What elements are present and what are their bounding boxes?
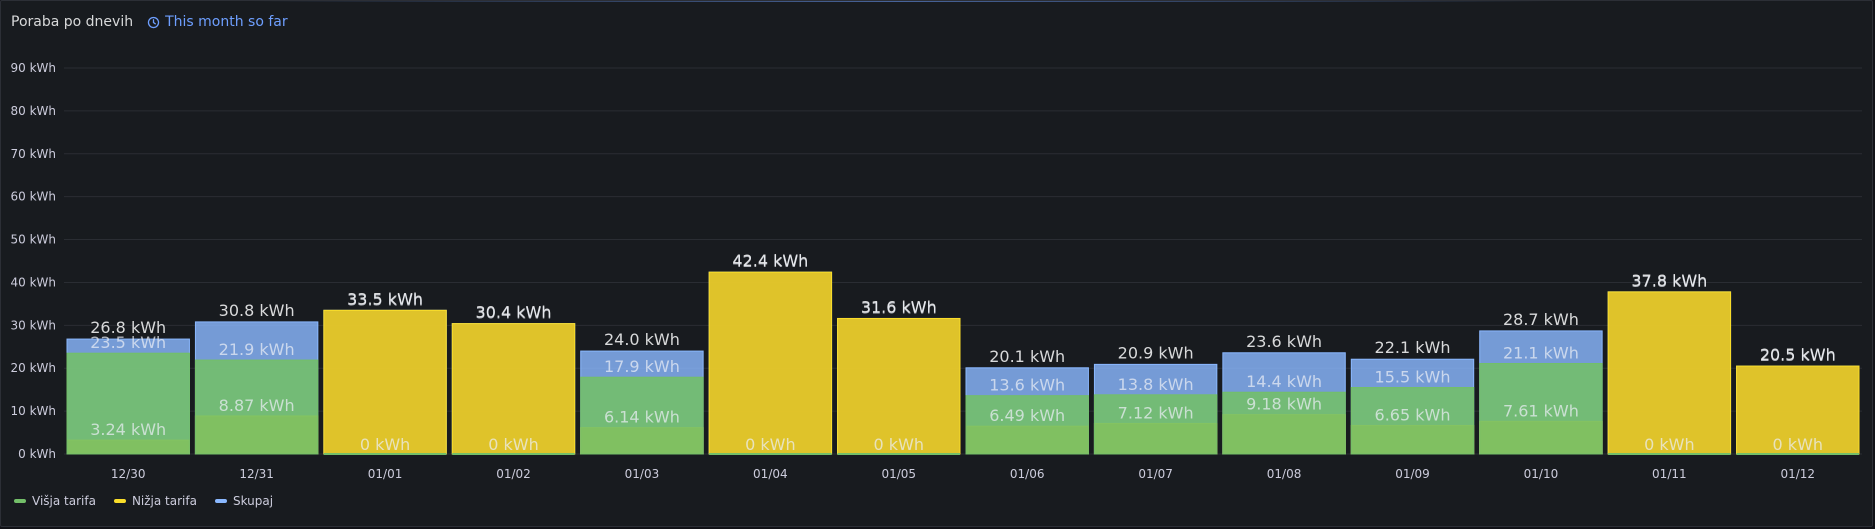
data-label-skupaj: 23.6 kWh xyxy=(1246,332,1322,351)
data-label-skupaj: 30.8 kWh xyxy=(219,301,295,320)
x-tick-label: 01/11 xyxy=(1652,467,1687,481)
bar-visja xyxy=(1350,387,1475,455)
data-label-visja: 0 kWh xyxy=(1773,435,1824,454)
bar-nizja xyxy=(708,271,833,455)
y-tick-label: 0 kWh xyxy=(18,447,56,461)
panel-title[interactable]: Poraba po dnevih xyxy=(11,14,134,30)
data-label-visja: 14.4 kWh xyxy=(1246,372,1322,391)
legend-item-nizja-tarifa[interactable]: Nižja tarifa xyxy=(113,494,197,508)
bar-visja xyxy=(194,359,319,455)
data-label-skupaj: 42.4 kWh xyxy=(732,251,808,270)
data-label-nizja: 6.65 kWh xyxy=(1375,405,1451,424)
x-tick-label: 01/05 xyxy=(881,467,916,481)
bar-nizja xyxy=(1736,365,1860,455)
y-tick-label: 20 kWh xyxy=(10,361,56,375)
bar-nizja xyxy=(323,309,447,455)
data-label-nizja: 9.18 kWh xyxy=(1246,395,1322,414)
x-tick-label: 12/31 xyxy=(239,467,274,481)
legend-label-skupaj: Skupaj xyxy=(232,494,274,508)
bar-visja xyxy=(66,352,190,455)
x-tick-label: 01/07 xyxy=(1138,467,1173,481)
data-label-nizja: 20.5 kWh xyxy=(1760,346,1836,365)
y-tick-label: 40 kWh xyxy=(10,275,56,289)
data-label-nizja: 30.4 kWh xyxy=(476,304,552,323)
legend-swatch-nizja xyxy=(113,499,126,503)
data-label-nizja: 7.12 kWh xyxy=(1118,403,1194,422)
data-label-skupaj: 30.4 kWh xyxy=(476,303,552,322)
panel-loading-line xyxy=(251,1,1551,2)
data-label-skupaj: 37.8 kWh xyxy=(1631,271,1707,290)
time-info-label: This month so far xyxy=(165,14,288,30)
data-label-visja: 23.5 kWh xyxy=(90,333,166,352)
data-label-nizja: 7.61 kWh xyxy=(1503,401,1579,420)
data-label-visja: 0 kWh xyxy=(360,435,411,454)
bar-visja xyxy=(580,376,704,455)
bar-visja xyxy=(1222,391,1346,455)
x-tick-label: 01/09 xyxy=(1395,467,1430,481)
data-label-visja: 0 kWh xyxy=(874,435,925,454)
bar-visja xyxy=(1479,363,1603,455)
data-label-visja: 21.1 kWh xyxy=(1503,344,1579,363)
data-label-nizja: 3.24 kWh xyxy=(90,420,166,439)
x-tick-label: 01/12 xyxy=(1780,467,1815,481)
x-tick-label: 01/08 xyxy=(1267,467,1302,481)
y-tick-label: 90 kWh xyxy=(10,61,56,75)
bar-nizja xyxy=(837,317,961,455)
data-label-skupaj: 20.1 kWh xyxy=(989,347,1065,366)
data-label-visja: 21.9 kWh xyxy=(219,340,295,359)
y-tick-label: 60 kWh xyxy=(10,190,56,204)
chart-legend: Višja tarifa Nižja tarifa Skupaj xyxy=(14,494,273,508)
y-tick-label: 50 kWh xyxy=(10,233,56,247)
x-tick-label: 01/04 xyxy=(753,467,788,481)
clock-icon xyxy=(147,16,160,28)
x-tick-label: 01/06 xyxy=(1010,467,1045,481)
data-label-skupaj: 26.8 kWh xyxy=(90,318,166,337)
x-tick-label: 01/03 xyxy=(625,467,660,481)
data-label-nizja: 42.4 kWh xyxy=(732,252,808,271)
data-label-skupaj: 33.5 kWh xyxy=(347,289,423,308)
data-label-skupaj: 31.6 kWh xyxy=(861,297,937,316)
x-tick-label: 12/30 xyxy=(111,467,146,481)
legend-swatch-visja xyxy=(14,499,26,503)
data-label-nizja: 8.87 kWh xyxy=(219,396,295,415)
data-label-skupaj: 28.7 kWh xyxy=(1503,310,1579,329)
data-label-skupaj: 20.5 kWh xyxy=(1760,345,1836,364)
bar-visja xyxy=(965,395,1089,455)
data-label-visja: 15.5 kWh xyxy=(1375,368,1451,387)
bar-nizja xyxy=(1607,291,1732,455)
y-tick-label: 10 kWh xyxy=(10,404,56,418)
data-label-visja: 0 kWh xyxy=(1644,435,1695,454)
data-label-skupaj: 24.0 kWh xyxy=(604,330,680,349)
y-tick-label: 30 kWh xyxy=(10,318,56,332)
data-label-nizja: 33.5 kWh xyxy=(347,290,423,309)
data-label-nizja: 6.49 kWh xyxy=(989,406,1065,425)
data-label-nizja: 31.6 kWh xyxy=(861,298,937,317)
y-tick-label: 70 kWh xyxy=(10,147,56,161)
legend-label-visja: Višja tarifa xyxy=(32,494,96,508)
y-tick-label: 80 kWh xyxy=(10,104,56,118)
legend-item-visja-tarifa[interactable]: Višja tarifa xyxy=(14,494,96,508)
bar-nizja xyxy=(451,323,576,455)
bar-visja xyxy=(1093,394,1218,455)
x-tick-label: 01/02 xyxy=(496,467,531,481)
data-label-visja: 13.8 kWh xyxy=(1118,375,1194,394)
x-tick-label: 01/01 xyxy=(368,467,403,481)
x-tick-label: 01/10 xyxy=(1524,467,1559,481)
data-label-skupaj: 22.1 kWh xyxy=(1375,338,1451,357)
time-info[interactable]: This month so far xyxy=(147,14,288,30)
legend-label-nizja: Nižja tarifa xyxy=(131,494,197,508)
legend-item-skupaj[interactable]: Skupaj xyxy=(214,494,274,508)
data-label-visja: 0 kWh xyxy=(745,435,796,454)
legend-swatch-skupaj xyxy=(214,499,227,503)
data-label-skupaj: 20.9 kWh xyxy=(1118,343,1194,362)
panel-header: Poraba po dnevih This month so far xyxy=(11,11,288,33)
data-label-visja: 13.6 kWh xyxy=(989,376,1065,395)
data-label-visja: 17.9 kWh xyxy=(604,357,680,376)
data-label-nizja: 37.8 kWh xyxy=(1631,272,1707,291)
data-label-nizja: 6.14 kWh xyxy=(604,408,680,427)
data-label-visja: 0 kWh xyxy=(488,435,539,454)
